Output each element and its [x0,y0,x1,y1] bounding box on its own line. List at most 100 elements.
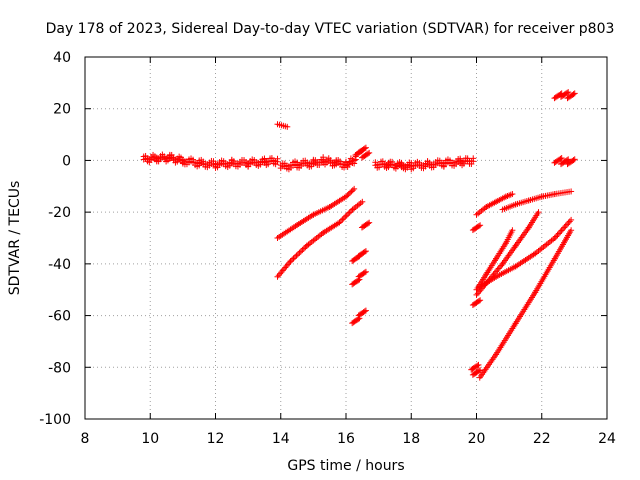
y-axis-label: SDTVAR / TECUs [7,181,23,296]
data-point [347,189,354,196]
data-point [475,367,482,374]
data-point [361,308,368,315]
data-point [366,219,373,226]
data-point [364,150,371,157]
data-point [355,316,362,323]
x-tick-label: 22 [533,431,551,447]
x-tick-label: 20 [468,431,486,447]
y-tick-label: -20 [48,205,71,221]
x-tick-label: 24 [598,431,616,447]
data-point [274,158,281,165]
data-point [302,244,309,251]
data-point [281,266,288,273]
data-point [286,259,293,266]
data-point [343,193,349,200]
data-point [290,255,297,262]
data-point [562,222,569,229]
y-tick-label: 40 [53,50,71,66]
data-point [344,192,351,199]
data-point [564,221,571,228]
x-tick-label: 10 [141,431,159,447]
data-point [558,227,565,234]
data-point [349,187,356,194]
data-point [359,198,366,205]
data-point [342,213,349,220]
data-point [361,248,368,255]
data-point [565,219,572,226]
data-point [356,276,363,283]
data-point [299,246,306,253]
x-tick-label: 14 [272,431,290,447]
x-tick-label: 16 [337,431,355,447]
data-point [570,91,577,98]
data-point [477,367,484,374]
data-point [278,269,285,276]
data-point [339,216,346,223]
data-point [345,191,352,198]
data-point [496,263,503,270]
data-point [348,207,355,214]
data-point [568,216,575,223]
data-point [343,212,350,219]
data-point [361,145,368,152]
data-point [337,218,344,225]
data-point [355,277,362,284]
data-point [284,261,291,268]
data-point [559,225,566,232]
y-tick-label: 0 [62,153,71,169]
data-point [345,210,352,217]
data-point [475,223,482,230]
data-point [300,245,307,252]
data-point [553,233,560,240]
data-point [557,228,564,235]
data-point [274,273,281,280]
data-point [474,362,481,369]
data-point [346,161,353,168]
data-point [570,157,577,164]
y-tick-label: -40 [48,257,71,273]
data-point [362,248,369,255]
grid-lines [85,57,607,419]
chart-title: Day 178 of 2023, Sidereal Day-to-day VTE… [46,21,615,37]
data-point [558,155,565,162]
y-tick-label: -80 [48,360,71,376]
data-point [566,218,573,225]
data-point [348,188,355,195]
data-point [475,298,482,305]
x-tick-label: 18 [402,431,420,447]
data-point [473,291,480,298]
data-point [283,262,290,269]
data-points [140,89,578,381]
data-point [362,268,369,275]
data-point [362,307,369,314]
data-point [291,254,298,261]
data-point [561,224,568,231]
data-point [297,248,304,255]
data-point [568,188,575,195]
data-point [362,144,369,151]
data-point [571,156,578,163]
data-point [568,227,575,234]
data-point [336,219,343,226]
axis-ticks: 8 10 12 14 16 18 20 22 24 40 20 0 -20 -40 -60 -80 -100 [39,50,616,447]
data-point [565,89,572,96]
data-point [351,185,358,192]
data-point [509,227,516,234]
data-point [364,220,371,227]
data-point [293,252,300,259]
data-point [477,297,484,304]
data-point [477,222,484,229]
data-point [277,270,284,277]
x-axis-label: GPS time / hours [287,458,404,474]
data-point [557,155,564,162]
data-point [296,249,303,256]
data-point [475,361,482,368]
data-point [571,90,578,97]
y-tick-label: -60 [48,309,71,325]
data-point [294,251,301,258]
data-point [563,89,570,96]
data-point [279,267,286,274]
data-point [282,264,289,271]
data-point [554,231,561,238]
